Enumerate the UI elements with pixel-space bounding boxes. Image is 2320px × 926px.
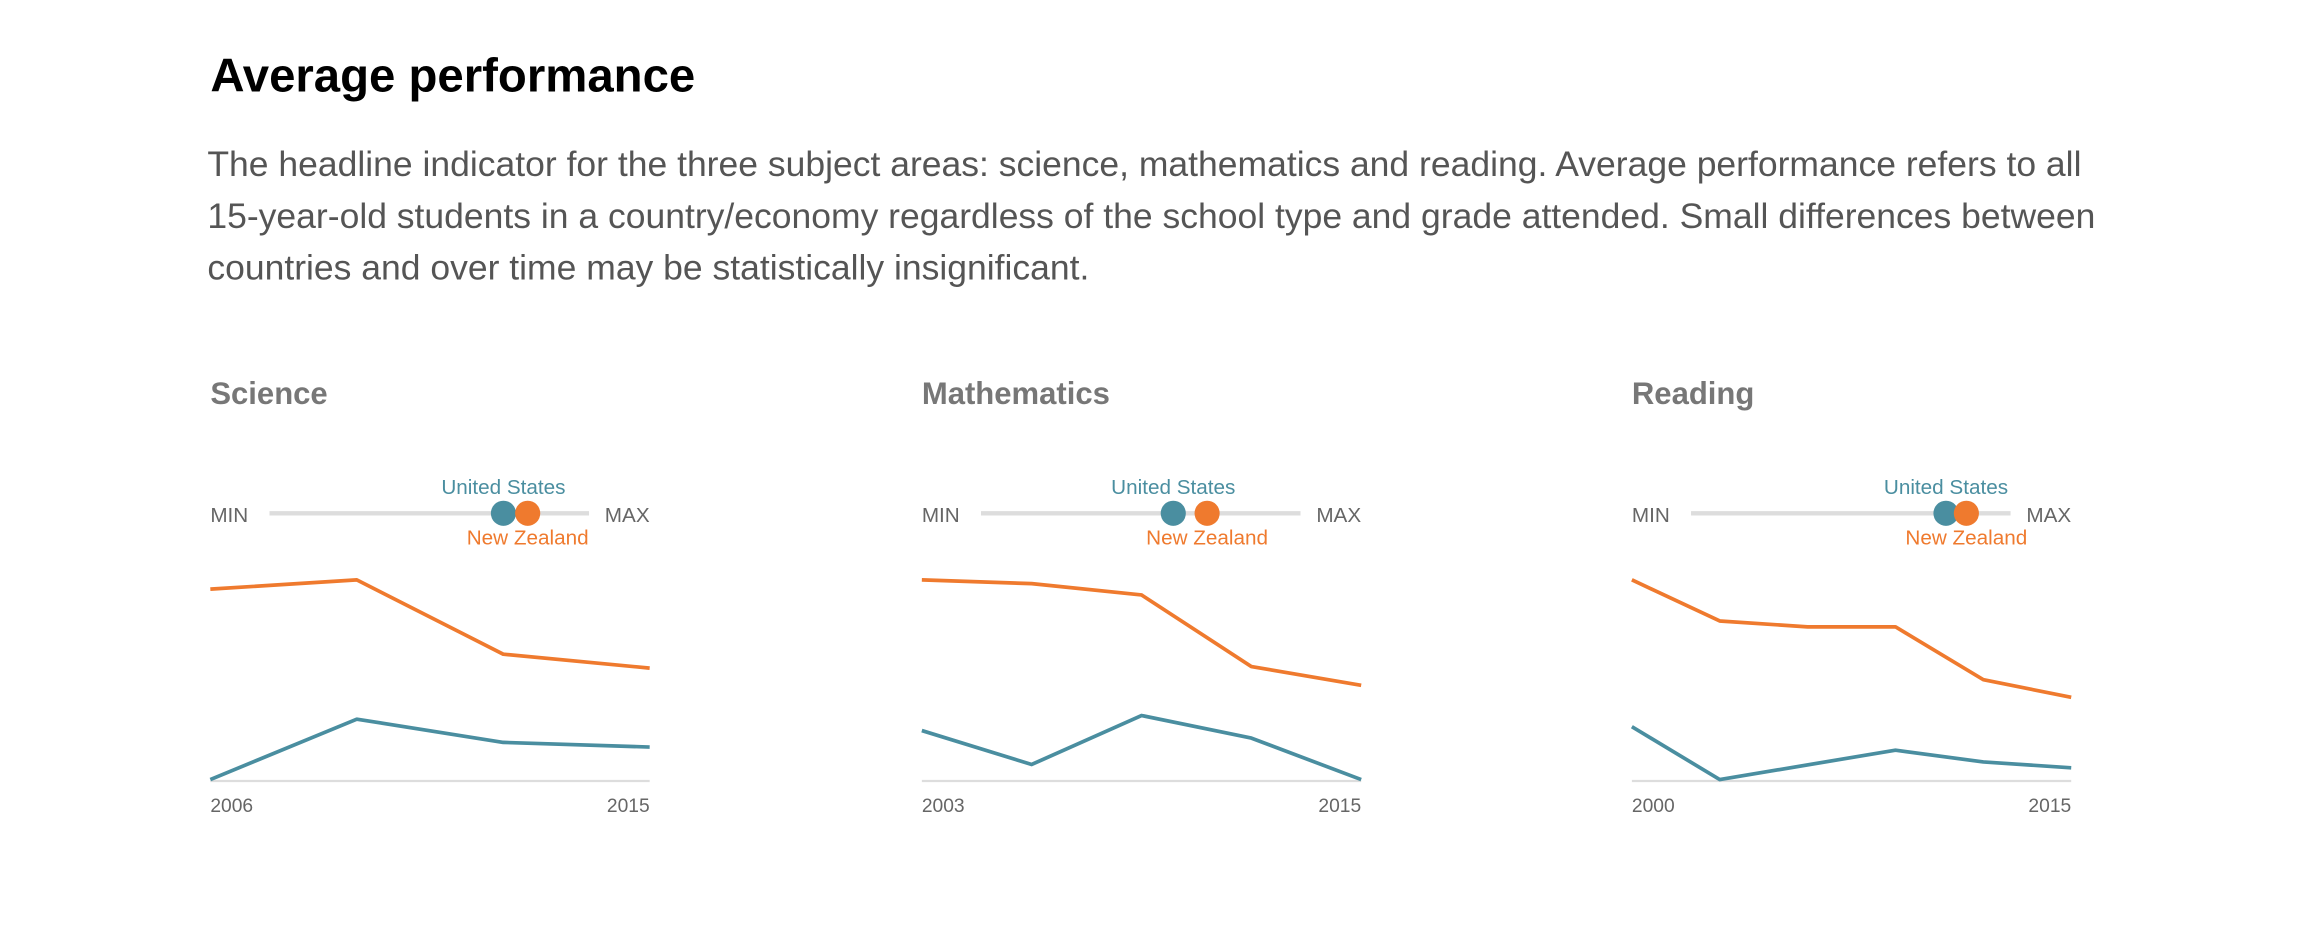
series-line [921, 713, 1362, 782]
x-tick-label: 2015 [1318, 796, 1361, 817]
x-tick-label: 2015 [607, 796, 650, 817]
slider-min: MIN [210, 504, 248, 527]
chart-title: Reading [1632, 376, 1754, 411]
legend-label: New Zealand [467, 526, 589, 549]
series-line [210, 578, 650, 670]
x-tick-label: 2015 [2028, 796, 2071, 817]
x-tick-label: 2003 [922, 796, 965, 817]
chart-title: Mathematics [922, 376, 1110, 411]
legend-label: New Zealand [1905, 526, 2027, 549]
slider-dot [1160, 500, 1186, 526]
series-line [209, 717, 650, 782]
chart-title: Science [210, 376, 327, 411]
slider-max: MAX [1316, 504, 1361, 527]
legend-label: United States [1111, 476, 1235, 499]
page-title: Average performance [210, 50, 695, 103]
x-tick-label: 2006 [210, 796, 253, 817]
slider-min: MIN [1632, 504, 1670, 527]
series-line [921, 578, 1362, 688]
description: The headline indicator for the three sub… [207, 144, 2096, 289]
x-tick-label: 2000 [1632, 796, 1675, 817]
description-box: The headline indicator for the three sub… [207, 144, 2096, 289]
slider-min: MIN [922, 504, 960, 527]
slider-dot [490, 500, 517, 526]
series-line [1631, 578, 2072, 700]
legend-label: United States [1884, 476, 2008, 499]
legend-label: New Zealand [1146, 526, 1268, 549]
slider-dot [1953, 500, 1979, 526]
slider-dot [1933, 500, 1959, 526]
legend-label: United States [441, 476, 565, 499]
slider-max: MAX [2026, 504, 2071, 527]
slider-dot [515, 500, 541, 526]
slider-max: MAX [605, 504, 650, 527]
series-line [1630, 725, 2072, 782]
slider-dot [1194, 500, 1220, 526]
